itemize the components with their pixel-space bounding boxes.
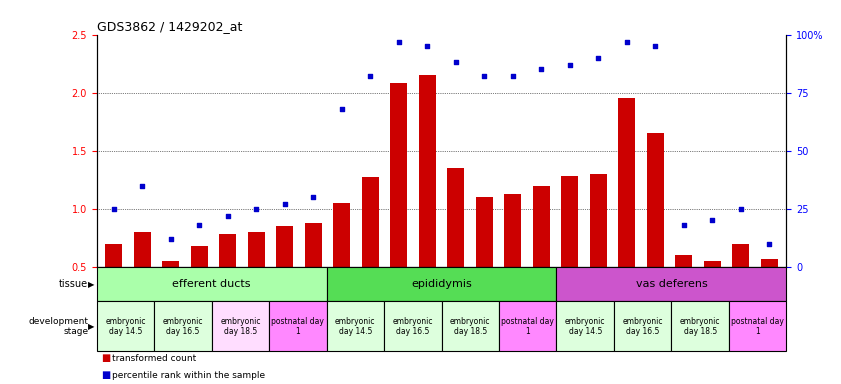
Bar: [97, 267, 326, 301]
Point: [193, 222, 206, 228]
Bar: [729, 301, 786, 351]
Text: postnatal day
1: postnatal day 1: [501, 317, 554, 336]
Text: ■: ■: [101, 353, 110, 363]
Text: embryonic
day 18.5: embryonic day 18.5: [680, 317, 721, 336]
Point: [392, 38, 405, 45]
Point: [307, 194, 320, 200]
Bar: [590, 174, 607, 325]
Point: [677, 222, 690, 228]
Bar: [97, 301, 154, 351]
Point: [107, 206, 120, 212]
Bar: [561, 176, 579, 325]
Bar: [326, 301, 384, 351]
Text: epididymis: epididymis: [411, 279, 472, 289]
Bar: [362, 177, 378, 325]
Text: tissue: tissue: [59, 279, 88, 289]
Bar: [105, 244, 122, 325]
Bar: [384, 301, 442, 351]
Point: [449, 60, 463, 66]
Text: embryonic
day 14.5: embryonic day 14.5: [335, 317, 376, 336]
Point: [420, 43, 434, 49]
Point: [591, 55, 605, 61]
Bar: [618, 98, 635, 325]
Point: [164, 236, 177, 242]
Bar: [647, 133, 664, 325]
Point: [734, 206, 748, 212]
Point: [563, 62, 576, 68]
Text: embryonic
day 16.5: embryonic day 16.5: [393, 317, 433, 336]
Text: efferent ducts: efferent ducts: [172, 279, 251, 289]
Point: [620, 38, 633, 45]
Text: embryonic
day 18.5: embryonic day 18.5: [450, 317, 490, 336]
Bar: [191, 246, 208, 325]
Text: development
stage: development stage: [29, 317, 88, 336]
Bar: [447, 168, 464, 325]
Text: ▶: ▶: [87, 322, 94, 331]
Point: [478, 73, 491, 79]
Point: [221, 213, 235, 219]
Bar: [212, 301, 269, 351]
Bar: [162, 261, 179, 325]
Point: [506, 73, 520, 79]
Bar: [675, 255, 692, 325]
Bar: [248, 232, 265, 325]
Text: ▶: ▶: [87, 280, 94, 289]
Bar: [333, 203, 351, 325]
Bar: [671, 301, 729, 351]
Bar: [476, 197, 493, 325]
Bar: [154, 301, 212, 351]
Bar: [390, 83, 407, 325]
Bar: [499, 301, 557, 351]
Bar: [442, 301, 499, 351]
Bar: [269, 301, 326, 351]
Point: [648, 43, 662, 49]
Bar: [326, 267, 557, 301]
Text: ■: ■: [101, 370, 110, 380]
Text: transformed count: transformed count: [112, 354, 196, 362]
Text: percentile rank within the sample: percentile rank within the sample: [112, 371, 265, 380]
Text: postnatal day
1: postnatal day 1: [731, 317, 784, 336]
Bar: [134, 232, 151, 325]
Point: [363, 73, 377, 79]
Bar: [505, 194, 521, 325]
Bar: [532, 185, 550, 325]
Bar: [220, 234, 236, 325]
Bar: [761, 259, 778, 325]
Text: vas deferens: vas deferens: [636, 279, 707, 289]
Text: embryonic
day 16.5: embryonic day 16.5: [622, 317, 663, 336]
Bar: [733, 244, 749, 325]
Text: postnatal day
1: postnatal day 1: [272, 317, 325, 336]
Point: [278, 201, 292, 207]
Bar: [276, 226, 294, 325]
Text: GDS3862 / 1429202_at: GDS3862 / 1429202_at: [97, 20, 242, 33]
Bar: [419, 75, 436, 325]
Point: [250, 206, 263, 212]
Point: [535, 66, 548, 73]
Point: [135, 182, 149, 189]
Bar: [557, 301, 614, 351]
Point: [706, 217, 719, 223]
Point: [335, 106, 348, 112]
Bar: [557, 267, 786, 301]
Text: embryonic
day 16.5: embryonic day 16.5: [162, 317, 204, 336]
Bar: [614, 301, 671, 351]
Bar: [304, 223, 322, 325]
Bar: [704, 261, 721, 325]
Text: embryonic
day 18.5: embryonic day 18.5: [220, 317, 261, 336]
Text: embryonic
day 14.5: embryonic day 14.5: [105, 317, 145, 336]
Point: [763, 240, 776, 247]
Text: embryonic
day 14.5: embryonic day 14.5: [565, 317, 606, 336]
